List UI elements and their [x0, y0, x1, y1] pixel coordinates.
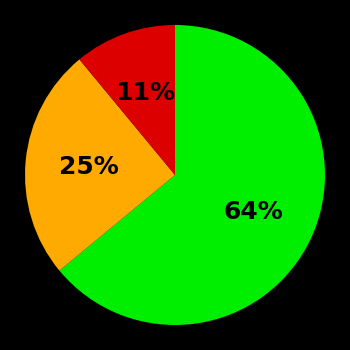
- Text: 25%: 25%: [58, 155, 118, 179]
- Wedge shape: [60, 25, 325, 325]
- Text: 11%: 11%: [116, 81, 176, 105]
- Wedge shape: [79, 25, 175, 175]
- Text: 64%: 64%: [224, 200, 284, 224]
- Wedge shape: [25, 60, 175, 271]
